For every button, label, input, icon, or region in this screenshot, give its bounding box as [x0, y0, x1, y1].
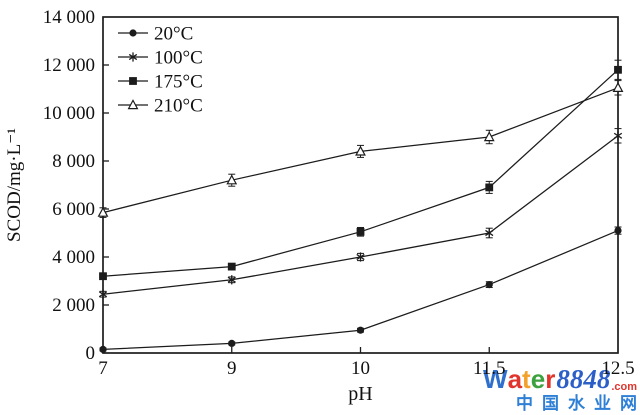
marker-legend-210°C	[127, 99, 139, 110]
watermark-brand-number: 8848	[556, 364, 611, 394]
marker-175°C	[99, 272, 107, 281]
marker-legend-175°C	[129, 77, 137, 85]
x-axis-tick-label: 9	[227, 358, 237, 379]
marker-175°C	[227, 262, 236, 271]
x-axis-tick-label: 12.5	[601, 358, 634, 379]
y-axis-tick-label: 6 000	[52, 199, 95, 220]
watermark-logo: Water 8848 .com 中国水业网	[483, 366, 640, 413]
marker-legend-100°C	[128, 53, 138, 61]
marker-210°C	[97, 206, 109, 217]
marker-legend-20°C	[129, 29, 137, 37]
marker-100°C	[485, 229, 494, 237]
marker-175°C	[356, 227, 365, 236]
y-axis-tick-label: 14 000	[43, 7, 95, 28]
y-axis-title: SCOD/mg·L⁻¹	[4, 128, 25, 242]
y-axis-tick-label: 2 000	[52, 295, 95, 316]
watermark-letter: e	[530, 364, 546, 394]
watermark-letter: a	[507, 364, 523, 394]
watermark-subtitle: 中国水业网	[516, 394, 640, 413]
y-axis-tick-label: 10 000	[43, 103, 95, 124]
legend-label: 175°C	[154, 72, 203, 93]
watermark-letter: W	[483, 364, 508, 394]
marker-100°C	[356, 253, 365, 261]
x-axis-title: pH	[348, 383, 372, 405]
marker-175°C	[614, 65, 622, 74]
marker-100°C	[227, 276, 236, 283]
marker-210°C	[483, 131, 495, 142]
marker-20°C	[614, 227, 622, 235]
x-axis-tick-label: 10	[351, 358, 370, 379]
marker-210°C	[226, 174, 238, 185]
marker-100°C	[98, 291, 108, 298]
y-axis-tick-label: 4 000	[52, 247, 95, 268]
marker-175°C	[485, 183, 494, 192]
marker-20°C	[485, 281, 493, 289]
watermark-domain-suffix: .com	[611, 381, 637, 393]
x-axis-tick-label: 7	[98, 358, 108, 379]
y-axis-tick-label: 8 000	[52, 151, 95, 172]
marker-20°C	[99, 345, 107, 353]
y-axis-tick-label: 12 000	[43, 55, 95, 76]
marker-20°C	[228, 339, 236, 347]
marker-210°C	[612, 81, 624, 92]
marker-100°C	[613, 132, 623, 139]
x-axis-tick-label: 11.5	[473, 358, 506, 379]
marker-210°C	[355, 145, 366, 156]
legend-label: 20°C	[154, 24, 193, 45]
watermark-brand-word: Water	[483, 366, 555, 392]
watermark-brand-line: Water 8848 .com	[483, 366, 637, 393]
watermark-letter: t	[522, 364, 531, 394]
watermark-letter: r	[545, 364, 556, 394]
y-axis-tick-label: 0	[86, 343, 96, 364]
legend-label: 210°C	[154, 96, 203, 117]
legend-label: 100°C	[154, 48, 203, 69]
marker-20°C	[356, 326, 365, 334]
